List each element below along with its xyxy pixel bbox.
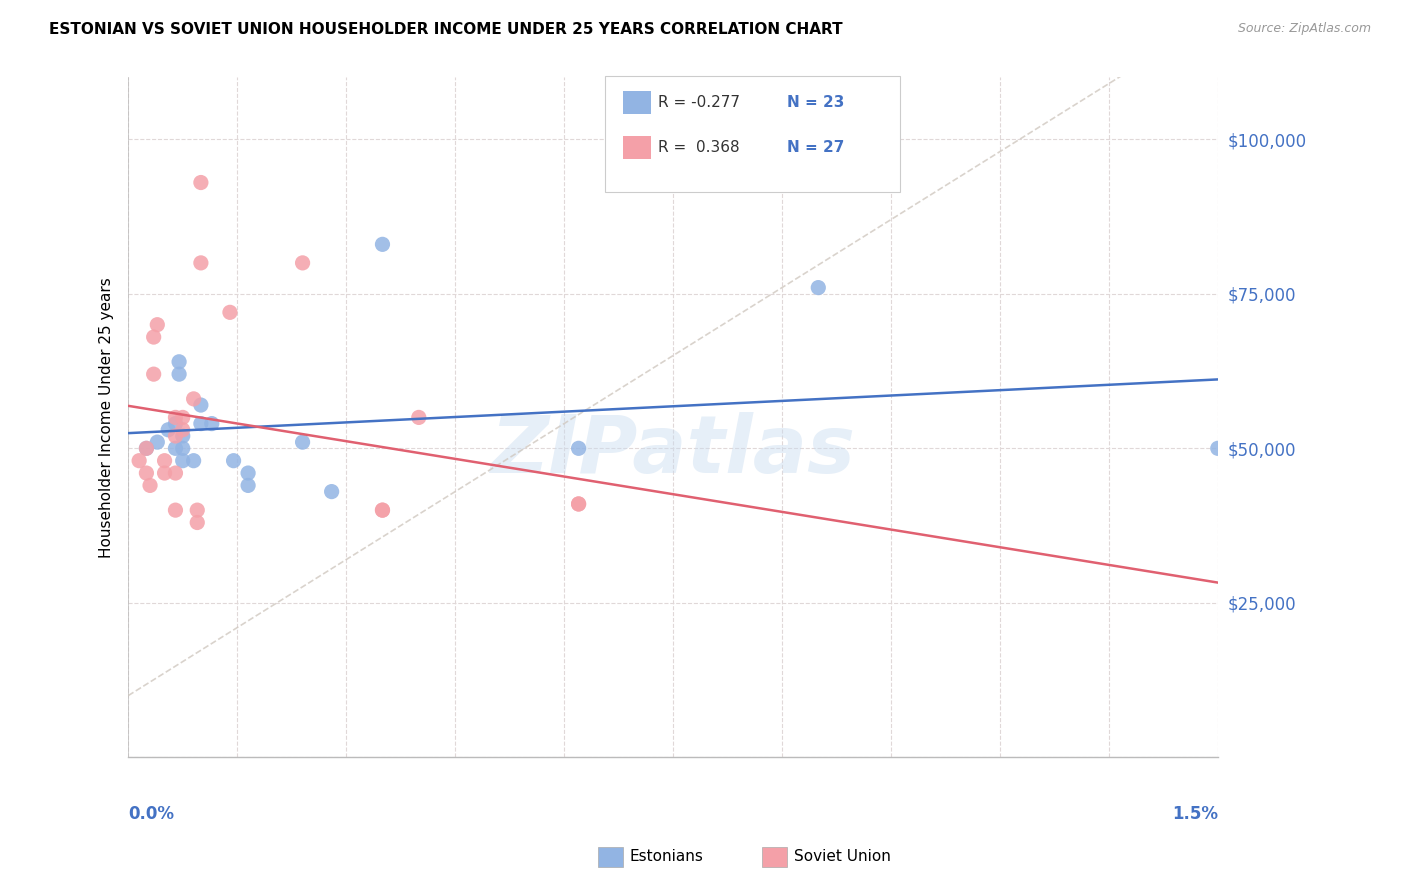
- Point: [183, 453, 205, 467]
- Point: [146, 435, 169, 450]
- Point: [219, 305, 242, 319]
- Point: [807, 280, 830, 294]
- Text: Estonians: Estonians: [630, 849, 704, 863]
- Text: 0.0%: 0.0%: [128, 805, 174, 823]
- Point: [190, 176, 212, 190]
- Text: N = 27: N = 27: [787, 140, 845, 154]
- Point: [568, 497, 591, 511]
- Point: [172, 442, 194, 456]
- Point: [153, 453, 176, 467]
- Point: [165, 503, 187, 517]
- Point: [291, 256, 314, 270]
- Point: [165, 417, 187, 431]
- Text: ZIPatlas: ZIPatlas: [491, 412, 855, 491]
- Point: [408, 410, 430, 425]
- Point: [236, 478, 259, 492]
- Point: [190, 417, 212, 431]
- Point: [172, 429, 194, 443]
- Point: [186, 516, 208, 530]
- Point: [172, 410, 194, 425]
- Point: [371, 503, 394, 517]
- Y-axis label: Householder Income Under 25 years: Householder Income Under 25 years: [100, 277, 114, 558]
- Point: [157, 423, 180, 437]
- Point: [371, 237, 394, 252]
- Point: [153, 466, 176, 480]
- Point: [128, 453, 150, 467]
- Point: [371, 503, 394, 517]
- Point: [146, 318, 169, 332]
- Point: [142, 330, 165, 344]
- Point: [201, 417, 224, 431]
- Point: [135, 466, 157, 480]
- Text: Soviet Union: Soviet Union: [794, 849, 891, 863]
- Point: [167, 367, 190, 381]
- Text: R =  0.368: R = 0.368: [658, 140, 740, 154]
- Text: 1.5%: 1.5%: [1171, 805, 1218, 823]
- Point: [165, 442, 187, 456]
- Point: [183, 392, 205, 406]
- Text: Source: ZipAtlas.com: Source: ZipAtlas.com: [1237, 22, 1371, 36]
- Point: [142, 367, 165, 381]
- Point: [186, 503, 208, 517]
- Point: [291, 435, 314, 450]
- Point: [165, 410, 187, 425]
- Point: [1206, 442, 1229, 456]
- Point: [222, 453, 245, 467]
- Point: [135, 442, 157, 456]
- Text: ESTONIAN VS SOVIET UNION HOUSEHOLDER INCOME UNDER 25 YEARS CORRELATION CHART: ESTONIAN VS SOVIET UNION HOUSEHOLDER INC…: [49, 22, 842, 37]
- Point: [165, 429, 187, 443]
- Point: [190, 398, 212, 412]
- Point: [139, 478, 162, 492]
- Point: [167, 355, 190, 369]
- Point: [135, 442, 157, 456]
- Point: [568, 442, 591, 456]
- Point: [172, 423, 194, 437]
- Point: [165, 466, 187, 480]
- Point: [190, 256, 212, 270]
- Text: N = 23: N = 23: [787, 95, 845, 110]
- Point: [568, 497, 591, 511]
- Point: [172, 453, 194, 467]
- Point: [321, 484, 343, 499]
- Text: R = -0.277: R = -0.277: [658, 95, 740, 110]
- Point: [236, 466, 259, 480]
